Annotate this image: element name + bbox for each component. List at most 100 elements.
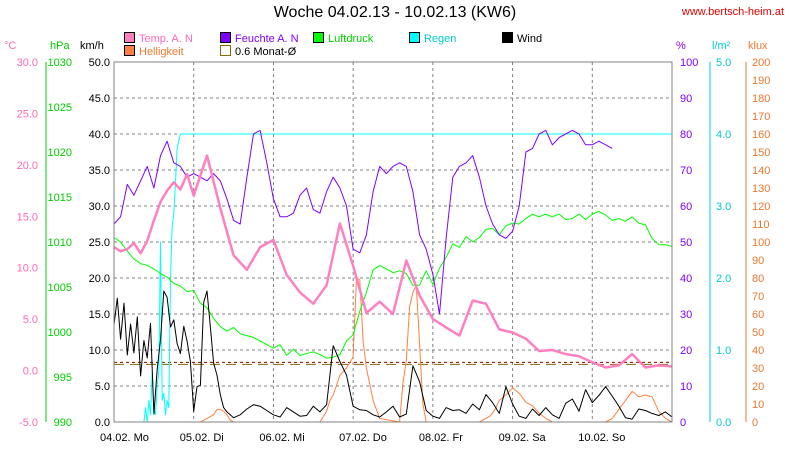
light-tick-label: 100: [752, 237, 770, 249]
rain-tick-label: 0.0: [716, 417, 731, 429]
wind-tick-label: 40.0: [89, 129, 110, 141]
pressure-tick-label: 1010: [48, 237, 72, 249]
humidity-tick-label: 0: [680, 417, 686, 429]
light-tick-label: 40: [752, 345, 764, 357]
humidity-tick-label: 80: [680, 129, 692, 141]
legend-light: Helligkeit: [124, 45, 184, 58]
light-tick-label: 160: [752, 129, 770, 141]
legend-swatch: [502, 32, 513, 43]
legend-pressure-label: Luftdruck: [328, 33, 374, 45]
x-tick-label: 07.02. Do: [339, 432, 387, 444]
wind-series: [113, 290, 673, 420]
temp-tick-label: 15.0: [17, 211, 38, 223]
wind-tick-label: 5.0: [95, 381, 110, 393]
pressure-tick-label: 1015: [48, 192, 72, 204]
rain-tick-label: 4.0: [716, 129, 731, 141]
plot-frame: [113, 61, 673, 423]
legend-swatch: [220, 45, 231, 56]
pressure-tick-label: 995: [54, 372, 72, 384]
light-tick-label: 190: [752, 75, 770, 87]
pressure-tick-label: 1005: [48, 282, 72, 294]
temp-tick-label: 5.0: [23, 314, 38, 326]
x-tick-label: 08.02. Fr: [419, 432, 463, 444]
humidity-tick-label: 50: [680, 237, 692, 249]
light-tick-label: 150: [752, 147, 770, 159]
x-tick-label: 04.02. Mo: [100, 432, 149, 444]
legend-swatch: [220, 32, 231, 43]
legend-light-label: Helligkeit: [139, 46, 184, 58]
unit-rain: l/m²: [712, 40, 731, 52]
light-tick-label: 80: [752, 273, 764, 285]
pressure-tick-label: 1020: [48, 147, 72, 159]
light-tick-label: 140: [752, 165, 770, 177]
light-tick-label: 180: [752, 93, 770, 105]
legend-wind: Wind: [502, 32, 542, 45]
wind-tick-label: 25.0: [89, 237, 110, 249]
humidity-tick-label: 60: [680, 201, 692, 213]
light-tick-label: 30: [752, 363, 764, 375]
source-url[interactable]: www.bertsch-heim.at: [681, 6, 784, 18]
light-tick-label: 60: [752, 309, 764, 321]
pressure-tick-label: 990: [54, 417, 72, 429]
pressure-tick-label: 1025: [48, 102, 72, 114]
legend-swatch: [313, 32, 324, 43]
wind-tick-label: 50.0: [89, 57, 110, 69]
legend-temp-label: Temp. A. N: [139, 33, 193, 45]
legend-swatch: [124, 32, 135, 43]
humidity-tick-label: 100: [680, 57, 698, 69]
wind-tick-label: 45.0: [89, 93, 110, 105]
temp-tick-label: 25.0: [17, 108, 38, 120]
rain-tick-label: 5.0: [716, 57, 731, 69]
pressure-series: [113, 210, 673, 359]
legend-rain-label: Regen: [424, 33, 457, 45]
humidity-tick-label: 70: [680, 165, 692, 177]
unit-humidity: %: [676, 40, 686, 52]
unit-light: klux: [748, 40, 768, 52]
temp-tick-label: 10.0: [17, 263, 38, 275]
pressure-tick-label: 1030: [48, 57, 72, 69]
legend-rain: Regen: [409, 32, 456, 45]
legend-wind-label: Wind: [517, 33, 543, 45]
wind-tick-label: 0.0: [95, 417, 110, 429]
legend-humidity-label: Feuchte A. N: [235, 33, 299, 45]
temp-tick-label: 30.0: [17, 57, 38, 69]
light-tick-label: 170: [752, 111, 770, 123]
unit-pressure: hPa: [50, 40, 70, 52]
light-tick-label: 130: [752, 183, 770, 195]
x-tick-label: 06.02. Mi: [259, 432, 304, 444]
rain-tick-label: 1.0: [716, 345, 731, 357]
humidity-tick-label: 10: [680, 381, 692, 393]
unit-wind: km/h: [80, 40, 104, 52]
legend-avg: 0.6 Monat-Ø: [220, 45, 296, 58]
light-tick-label: 110: [752, 219, 770, 231]
unit-temp: °C: [4, 40, 17, 52]
light-tick-label: 120: [752, 201, 770, 213]
humidity-tick-label: 40: [680, 273, 692, 285]
light-tick-label: 70: [752, 291, 764, 303]
humidity-tick-label: 90: [680, 93, 692, 105]
legend-avg-label: 0.6 Monat-Ø: [235, 46, 297, 58]
wind-tick-label: 35.0: [89, 165, 110, 177]
temp-series: [113, 154, 673, 369]
light-tick-label: 200: [752, 57, 770, 69]
legend-pressure: Luftdruck: [313, 32, 373, 45]
x-tick-label: 09.02. Sa: [499, 432, 547, 444]
legend-swatch: [124, 45, 135, 56]
light-tick-label: 50: [752, 327, 764, 339]
x-tick-label: 10.02. So: [578, 432, 625, 444]
rain-series: [114, 133, 672, 423]
temp-tick-label: -5.0: [19, 417, 38, 429]
wind-tick-label: 30.0: [89, 201, 110, 213]
legend-temp: Temp. A. N: [124, 32, 193, 45]
light-tick-label: 90: [752, 255, 764, 267]
wind-tick-label: 15.0: [89, 309, 110, 321]
light-tick-label: 10: [752, 399, 764, 411]
temp-tick-label: 0.0: [23, 366, 38, 378]
humidity-tick-label: 20: [680, 345, 692, 357]
wind-tick-label: 20.0: [89, 273, 110, 285]
x-tick-label: 05.02. Di: [180, 432, 224, 444]
chart-title: Woche 04.02.13 - 10.02.13 (KW6): [273, 4, 517, 21]
rain-tick-label: 3.0: [716, 201, 731, 213]
wind-tick-label: 10.0: [89, 345, 110, 357]
